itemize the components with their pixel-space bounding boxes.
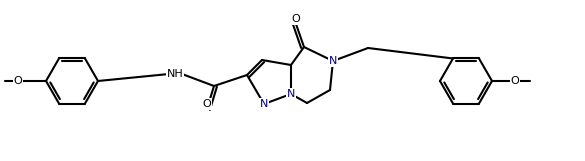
Text: O: O <box>202 99 211 109</box>
Text: O: O <box>13 76 22 86</box>
Text: O: O <box>292 14 300 24</box>
Text: N: N <box>260 99 268 109</box>
Text: N: N <box>329 56 337 66</box>
Text: N: N <box>287 89 295 99</box>
Text: NH: NH <box>167 69 183 79</box>
Text: O: O <box>511 76 519 86</box>
